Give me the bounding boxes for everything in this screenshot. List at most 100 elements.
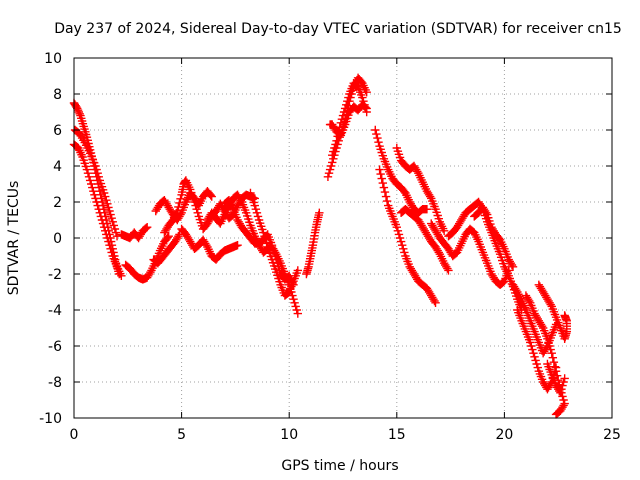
data-point (85, 149, 95, 158)
data-point (360, 100, 369, 109)
data-point (87, 179, 96, 189)
data-point (552, 371, 562, 380)
series-track-m (302, 208, 324, 279)
data-point (273, 271, 282, 280)
data-point (196, 218, 206, 227)
data-point (293, 266, 303, 275)
data-point (376, 145, 385, 154)
data-point (439, 226, 449, 235)
series-track-ab (543, 359, 569, 397)
y-tick-label: -6 (48, 339, 62, 355)
data-point (271, 264, 280, 274)
data-point (106, 210, 115, 219)
data-point (95, 208, 105, 217)
data-point (359, 97, 368, 106)
data-point (82, 133, 92, 142)
data-point (207, 192, 216, 201)
data-point (269, 248, 279, 257)
y-tick-label: -2 (48, 267, 62, 283)
data-point (194, 212, 204, 221)
data-point (255, 218, 265, 228)
data-point (99, 223, 109, 232)
data-point (247, 191, 256, 201)
data-point (546, 345, 555, 354)
data-point (333, 132, 342, 141)
data-point (531, 356, 540, 365)
data-point (343, 97, 352, 106)
data-point (102, 230, 111, 239)
data-point (91, 194, 100, 203)
data-point (334, 127, 343, 136)
data-point (267, 255, 277, 264)
data-point (344, 93, 353, 102)
data-point (260, 232, 269, 241)
data-point (243, 211, 252, 221)
data-point (532, 359, 541, 369)
data-point (101, 226, 110, 235)
data-point (105, 241, 114, 250)
data-point (328, 151, 337, 160)
data-point (246, 188, 255, 198)
data-point (274, 274, 283, 283)
x-tick-label: 20 (495, 427, 513, 443)
data-point (558, 381, 567, 390)
data-point (264, 245, 273, 255)
data-point (330, 143, 339, 153)
data-point (323, 172, 333, 181)
data-point (91, 161, 100, 171)
data-point (269, 261, 279, 271)
data-point (251, 205, 261, 214)
data-point (315, 208, 324, 217)
data-point (375, 165, 384, 174)
data-point (95, 176, 105, 185)
data-point (88, 155, 98, 164)
data-point (89, 187, 98, 196)
data-point (272, 268, 281, 277)
data-point (265, 249, 275, 258)
data-point (112, 232, 122, 241)
data-point (141, 223, 151, 233)
y-tick-label: -10 (39, 411, 62, 427)
data-point (93, 169, 102, 178)
data-point (80, 159, 89, 168)
data-point (372, 129, 381, 139)
data-point (361, 104, 370, 113)
x-tick-label: 0 (70, 427, 79, 443)
data-point (85, 176, 95, 185)
data-point (105, 206, 114, 216)
data-point (94, 172, 103, 181)
data-point (266, 252, 276, 261)
data-point (498, 256, 507, 265)
data-point (329, 147, 338, 156)
series-track-s (392, 143, 449, 235)
data-point (93, 201, 102, 210)
data-point (392, 223, 401, 232)
data-point (392, 143, 401, 153)
data-point (499, 259, 508, 268)
data-point (396, 237, 406, 246)
data-point (329, 154, 338, 163)
data-point (433, 211, 442, 220)
data-point (393, 226, 403, 235)
series-track-q (371, 125, 432, 217)
data-point (206, 191, 215, 200)
series-track-w (470, 203, 518, 271)
series-track-u (427, 219, 513, 289)
data-point (253, 212, 263, 221)
data-point (97, 215, 107, 225)
data-point (188, 191, 197, 200)
series-track-f (149, 230, 184, 268)
data-point (267, 241, 277, 250)
series-track-x (508, 280, 561, 358)
data-point (111, 228, 121, 237)
data-point (551, 367, 561, 376)
data-point (98, 219, 108, 228)
data-point (78, 152, 87, 162)
series-track-p (328, 79, 371, 160)
data-point (395, 233, 405, 243)
data-point (259, 228, 268, 237)
series-track-t (396, 205, 453, 275)
y-tick-label: 10 (44, 51, 62, 67)
